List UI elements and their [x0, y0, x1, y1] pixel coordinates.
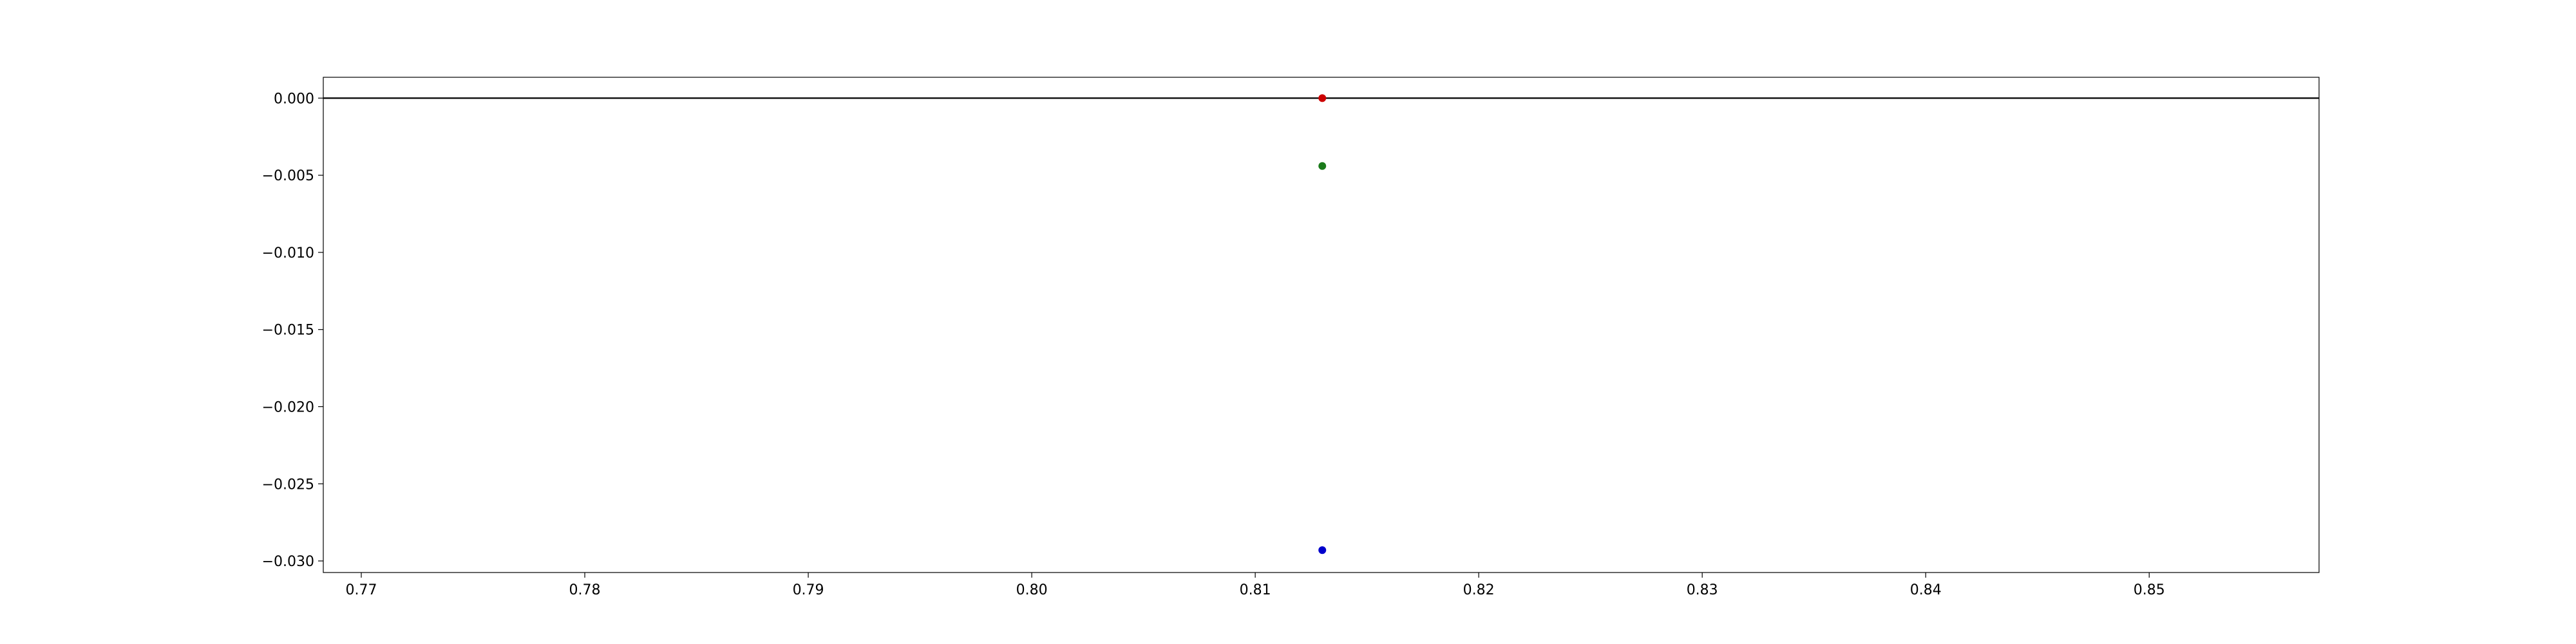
data-point [1318, 94, 1327, 102]
data-points [1318, 94, 1327, 554]
y-tick-label: −0.020 [262, 399, 314, 415]
x-tick-label: 0.78 [569, 582, 601, 598]
x-tick-label: 0.81 [1240, 582, 1271, 598]
plot-area-frame [323, 77, 2320, 573]
x-tick-label: 0.84 [1910, 582, 1942, 598]
y-tick-label: −0.025 [262, 477, 314, 493]
x-tick-label: 0.82 [1463, 582, 1495, 598]
y-tick-label: −0.005 [262, 168, 314, 184]
data-point [1318, 162, 1327, 170]
y-tick-label: −0.015 [262, 323, 314, 339]
data-point [1318, 546, 1327, 554]
x-axis-ticks: 0.77 0.78 0.79 0.80 0.81 0.82 0.83 0.84 0.85 [346, 573, 2165, 598]
y-tick-label: −0.010 [262, 245, 314, 261]
y-axis-ticks: 0.000 −0.005 −0.010 −0.015 −0.020 −0.025 −0.03… [262, 91, 323, 570]
x-tick-label: 0.79 [793, 582, 824, 598]
x-tick-label: 0.77 [346, 582, 377, 598]
x-tick-label: 0.85 [2134, 582, 2165, 598]
x-tick-label: 0.83 [1687, 582, 1718, 598]
y-tick-label: −0.030 [262, 554, 314, 570]
x-tick-label: 0.80 [1016, 582, 1048, 598]
y-tick-label: 0.000 [274, 91, 314, 107]
